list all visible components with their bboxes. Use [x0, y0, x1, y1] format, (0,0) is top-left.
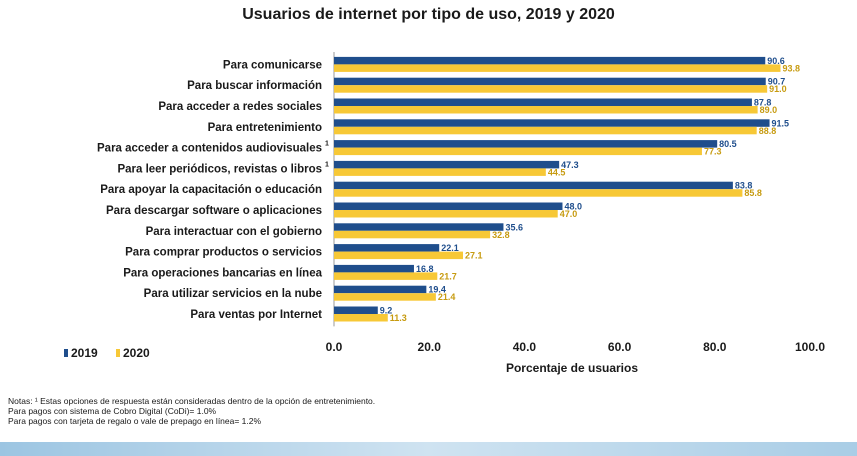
value-label-2019: 87.8	[754, 98, 772, 108]
x-tick-label: 40.0	[513, 340, 537, 354]
decorative-band	[0, 442, 857, 456]
category-label: Para comprar productos o servicios	[125, 247, 322, 259]
x-tick-labels: 0.0 20.0 40.0 60.0 80.0 100.0	[326, 340, 826, 354]
bar-chart: Para comunicarse Para buscar información P…	[64, 52, 826, 375]
bar-2019	[334, 98, 752, 106]
category-labels: Para comunicarse Para buscar información P…	[97, 59, 329, 321]
value-label-2020: 77.3	[704, 147, 722, 157]
category-footnote-marker: 1	[325, 161, 329, 168]
x-tick-label: 60.0	[608, 340, 632, 354]
value-label-2019: 16.8	[416, 264, 434, 274]
x-tick-label: 100.0	[795, 340, 825, 354]
bar-2020	[334, 272, 438, 280]
category-label: Para acceder a redes sociales	[158, 101, 322, 113]
bars	[334, 56, 781, 322]
bar-2019	[334, 119, 770, 127]
bar-2020	[334, 106, 758, 114]
category-label: Para ventas por Internet	[190, 309, 322, 321]
bar-2019	[334, 77, 766, 86]
bar-2020	[334, 293, 436, 301]
value-label-2020: 32.8	[492, 230, 510, 240]
category-label: Para comunicarse	[223, 59, 322, 71]
value-label-2020: 44.5	[548, 167, 566, 177]
legend-label-2020: 2020	[123, 346, 150, 360]
value-label-2020: 27.1	[465, 251, 483, 261]
value-label-2019: 83.8	[735, 181, 753, 191]
bar-2020	[334, 168, 546, 176]
x-tick-label: 80.0	[703, 340, 727, 354]
bar-2020	[334, 314, 388, 322]
value-label-2019: 91.5	[772, 118, 790, 128]
value-label-2020: 47.0	[560, 209, 578, 219]
note-line-2: Para pagos con sistema de Cobro Digital …	[8, 406, 217, 416]
value-label-2019: 80.5	[719, 139, 737, 149]
notes: Notas: ¹ Estas opciones de respuesta est…	[8, 396, 848, 426]
bar-2020	[334, 210, 558, 218]
bar-2019	[334, 223, 504, 231]
value-label-2019: 19.4	[428, 285, 446, 295]
value-label-2020: 91.0	[769, 84, 787, 94]
bar-2019	[334, 56, 766, 65]
note-line-1: Notas: ¹ Estas opciones de respuesta est…	[8, 396, 376, 406]
bar-2020	[334, 230, 491, 239]
category-label: Para acceder a contenidos audiovisuales	[97, 143, 322, 155]
x-tick-label: 0.0	[326, 340, 343, 354]
value-label-2019: 90.6	[767, 56, 785, 66]
category-label: Para utilizar servicios en la nube	[144, 288, 322, 300]
category-label: Para descargar software o aplicaciones	[106, 205, 322, 217]
bar-2019	[334, 202, 563, 210]
bar-2019	[334, 244, 440, 252]
value-label-2019: 35.6	[505, 222, 523, 232]
x-tick-label: 20.0	[418, 340, 442, 354]
value-label-2020: 89.0	[760, 105, 778, 115]
legend-label-2019: 2019	[71, 346, 98, 360]
bar-2019	[334, 160, 560, 169]
value-label-2020: 93.8	[782, 63, 800, 73]
value-label-2020: 85.8	[744, 188, 762, 198]
category-label: Para leer periódicos, revistas o libros	[117, 163, 322, 175]
bar-2020	[334, 251, 463, 260]
category-label: Para interactuar con el gobierno	[146, 226, 322, 238]
value-label-2019: 90.7	[768, 77, 786, 87]
category-label: Para buscar información	[187, 80, 322, 92]
value-label-2020: 21.4	[438, 292, 456, 302]
bar-2019	[334, 264, 414, 273]
chart-title: Usuarios de internet por tipo de uso, 20…	[242, 6, 615, 23]
value-label-2020: 88.8	[759, 126, 777, 136]
bar-2020	[334, 85, 768, 93]
category-label: Para apoyar la capacitación o educación	[100, 184, 322, 196]
value-label-2019: 9.2	[380, 306, 393, 316]
category-label: Para entretenimiento	[208, 122, 322, 134]
bar-2020	[334, 64, 781, 72]
bar-2019	[334, 140, 718, 148]
bar-2020	[334, 126, 757, 135]
value-label-2020: 21.7	[439, 271, 457, 281]
value-label-2019: 22.1	[441, 243, 459, 253]
value-label-2019: 48.0	[564, 202, 582, 212]
value-label-2020: 11.3	[390, 313, 407, 323]
x-axis-title: Porcentaje de usuarios	[506, 361, 638, 375]
note-line-3: Para pagos con tarjeta de regalo o vale …	[8, 416, 262, 426]
legend-swatch-2020	[116, 349, 120, 357]
value-labels: 90.693.8 90.791.0 87.889.0 91.588.8 80.577.3…	[380, 56, 800, 323]
bar-2020	[334, 189, 743, 197]
bar-2020	[334, 147, 702, 156]
category-label: Para operaciones bancarias en línea	[123, 267, 322, 279]
legend: 2019 2020	[64, 346, 150, 360]
bar-2019	[334, 181, 733, 190]
value-label-2019: 47.3	[561, 160, 579, 170]
bar-2019	[334, 285, 427, 294]
category-footnote-marker: 1	[325, 141, 329, 148]
bar-2019	[334, 306, 378, 314]
legend-swatch-2019	[64, 349, 68, 357]
